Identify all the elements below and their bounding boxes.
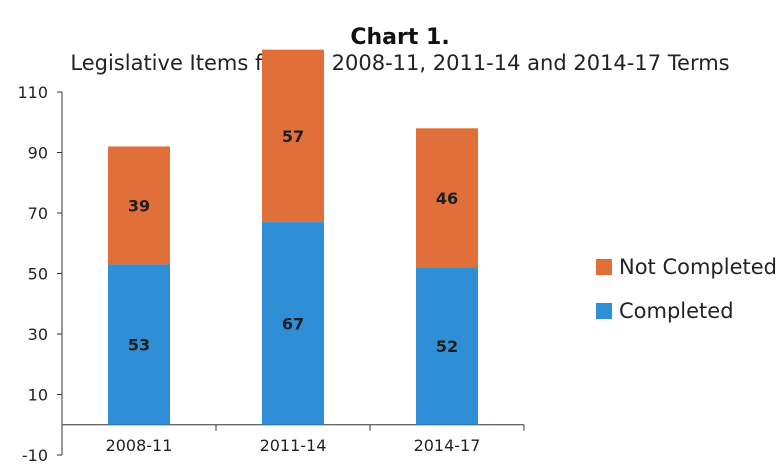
y-tick-label: 10 — [28, 386, 48, 405]
legend: Not Completed Completed — [596, 255, 777, 323]
axes: -10 10 30 50 70 90 110 2008-11 2011-14 2014-17 — [17, 83, 525, 464]
y-tick-label: 30 — [28, 325, 48, 344]
data-label: 39 — [128, 196, 150, 215]
x-tick-label: 2011-14 — [260, 436, 327, 455]
y-tick-label: 70 — [28, 204, 48, 223]
x-tick-label: 2014-17 — [414, 436, 481, 455]
legend-swatch — [596, 303, 612, 319]
data-label: 46 — [436, 189, 458, 208]
y-tick-label: 50 — [28, 265, 48, 284]
data-label: 67 — [282, 314, 304, 333]
bar-not-completed — [416, 128, 478, 268]
legend-label: Not Completed — [619, 255, 777, 279]
x-tick-label: 2008-11 — [106, 436, 173, 455]
chart-title: Chart 1. — [350, 25, 449, 50]
bar-completed — [262, 222, 324, 425]
bar-not-completed — [108, 146, 170, 265]
legend-label: Completed — [619, 299, 734, 323]
bar-completed — [416, 267, 478, 425]
data-label: 57 — [282, 127, 304, 146]
y-tick-label: -10 — [22, 446, 48, 464]
bar-completed — [108, 264, 170, 425]
chart-subtitle: Legislative Items for the 2008-11, 2011-… — [70, 51, 729, 75]
data-label: 53 — [128, 336, 150, 355]
bar-not-completed — [262, 49, 324, 223]
legend-swatch — [596, 259, 612, 275]
bars: 53 39 67 57 52 46 — [108, 49, 478, 425]
y-tick-label: 90 — [28, 144, 48, 163]
data-label: 52 — [436, 337, 458, 356]
y-tick-label: 110 — [17, 83, 48, 102]
